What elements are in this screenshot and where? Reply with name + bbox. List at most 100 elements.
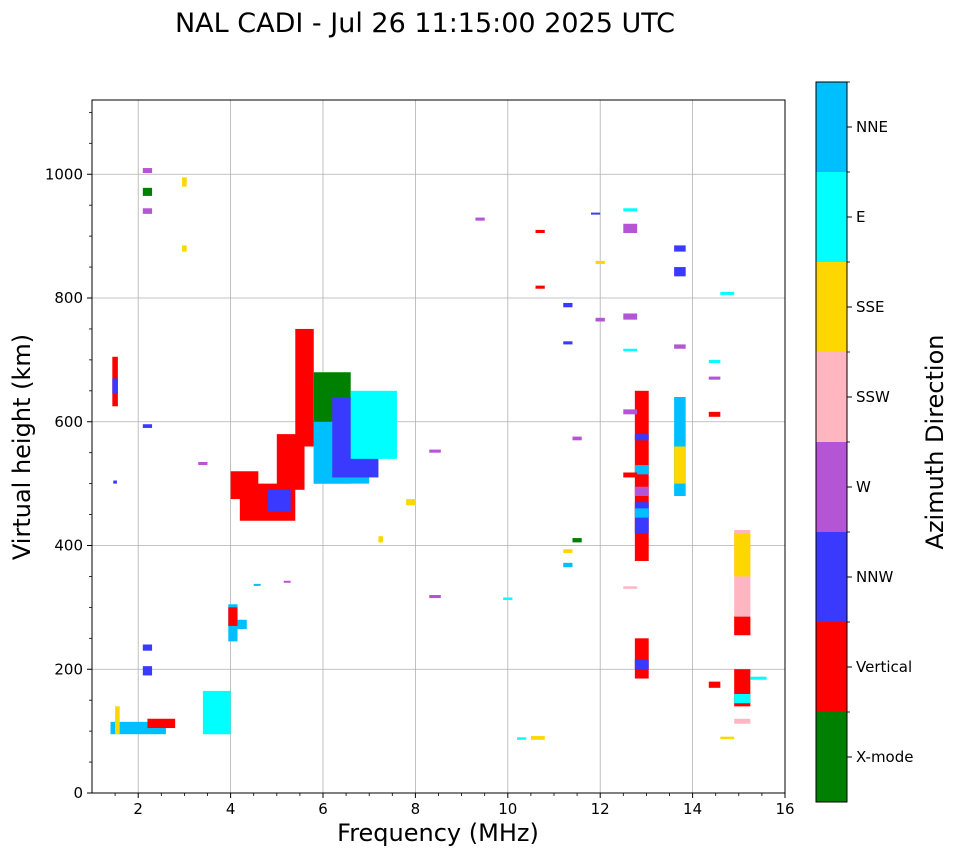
echo-vertical	[634, 638, 649, 679]
echo-nnw	[142, 424, 153, 428]
echo-w	[595, 317, 605, 322]
echo-e	[750, 676, 767, 680]
echo-w	[142, 208, 153, 214]
y-tick-label: 400	[54, 537, 83, 555]
colorbar-x-mode	[816, 712, 847, 802]
echo-nne	[563, 562, 573, 568]
echo-nnw	[634, 434, 649, 441]
x-axis-label: Frequency (MHz)	[337, 819, 539, 847]
colorbar-label: SSW	[856, 388, 890, 406]
colorbar-sse	[816, 262, 847, 352]
echo-nnw	[590, 212, 601, 215]
echo-e	[708, 359, 721, 363]
echo-nne	[634, 465, 649, 475]
echo-marks	[110, 168, 767, 740]
colorbar-label: E	[856, 208, 865, 226]
echo-sse	[378, 536, 384, 543]
y-tick-label: 200	[54, 660, 83, 678]
echo-w	[708, 376, 721, 380]
echo-sse	[115, 706, 120, 735]
x-tick-label: 6	[318, 800, 328, 818]
echo-nnw	[634, 659, 649, 670]
echo-nnw	[674, 245, 686, 252]
echo-sse	[563, 549, 573, 553]
echo-sse	[530, 736, 545, 740]
echo-nnw	[142, 666, 153, 676]
colorbar-nne	[816, 82, 847, 172]
echo-nnw	[563, 302, 573, 308]
y-tick-label: 600	[54, 413, 83, 431]
echo-sse	[406, 499, 416, 506]
echo-w	[623, 409, 638, 415]
colorbar-ssw	[816, 352, 847, 442]
colorbar-label: Vertical	[856, 658, 912, 676]
echo-x-mode	[142, 187, 153, 196]
echo-e	[517, 737, 527, 740]
colorbar-labels: X-mode Vertical NNW W SSW SSE E NNE	[847, 81, 913, 766]
echo-w	[429, 449, 441, 453]
echo-e	[623, 208, 638, 212]
echo-vertical	[228, 607, 238, 626]
colorbar-blocks	[816, 82, 847, 802]
echo-sse	[720, 736, 735, 740]
echo-nnw	[112, 378, 118, 394]
plot-background	[92, 100, 785, 793]
echo-w	[572, 436, 582, 441]
plot-area: 2 4 6 8 10 12 14 16 0 200 400 600 800 1000	[45, 99, 795, 818]
x-tick-label: 2	[133, 800, 143, 818]
echo-w	[142, 168, 153, 174]
echo-e	[202, 690, 231, 735]
colorbar-label: X-mode	[856, 748, 913, 766]
x-tick-label: 14	[683, 800, 702, 818]
echo-vertical	[535, 229, 545, 234]
echo-w	[623, 313, 638, 320]
colorbar-e	[816, 172, 847, 262]
echo-w	[198, 461, 208, 466]
echo-sse	[734, 533, 751, 577]
echo-sse	[182, 177, 187, 187]
echo-e	[623, 348, 638, 352]
echo-nnw	[563, 341, 573, 345]
echo-sse	[674, 446, 686, 484]
echo-vertical	[734, 616, 751, 636]
x-tick-label: 8	[411, 800, 421, 818]
colorbar-label: NNE	[856, 118, 888, 136]
echo-w	[674, 344, 686, 349]
y-axis-label: Virtual height (km)	[8, 334, 36, 560]
echo-sse	[595, 260, 605, 264]
echo-e	[503, 597, 513, 600]
echo-nnw	[113, 480, 117, 484]
chart-title: NAL CADI - Jul 26 11:15:00 2025 UTC	[175, 8, 675, 39]
echo-w	[475, 217, 485, 221]
colorbar: X-mode Vertical NNW W SSW SSE E NNE	[815, 81, 913, 803]
colorbar-label: SSE	[856, 298, 885, 316]
echo-ssw	[623, 586, 638, 589]
echo-e	[734, 694, 751, 704]
echo-w	[283, 580, 291, 583]
echo-x-mode	[572, 538, 582, 543]
colorbar-title: Azimuth Direction	[921, 335, 949, 550]
x-tick-label: 10	[498, 800, 517, 818]
colorbar-label: NNW	[856, 568, 893, 586]
echo-nne	[253, 583, 261, 586]
echo-vertical	[147, 718, 176, 729]
colorbar-label: W	[856, 478, 871, 496]
echo-w	[623, 223, 638, 234]
echo-sse	[182, 245, 187, 252]
echo-vertical	[708, 411, 721, 417]
x-tick-label: 16	[775, 800, 794, 818]
y-axis-ticks: 0 200 400 600 800 1000	[45, 111, 92, 802]
colorbar-w	[816, 442, 847, 532]
colorbar-nnw	[816, 532, 847, 622]
x-tick-label: 12	[591, 800, 610, 818]
echo-e	[350, 390, 397, 459]
echo-vertical	[708, 681, 721, 688]
x-tick-label: 4	[226, 800, 236, 818]
y-tick-label: 800	[54, 289, 83, 307]
x-axis-ticks: 2 4 6 8 10 12 14 16	[114, 793, 795, 818]
echo-vertical	[623, 472, 638, 478]
echo-nne	[237, 619, 247, 630]
y-tick-label: 0	[73, 784, 83, 802]
echo-w	[634, 486, 649, 496]
